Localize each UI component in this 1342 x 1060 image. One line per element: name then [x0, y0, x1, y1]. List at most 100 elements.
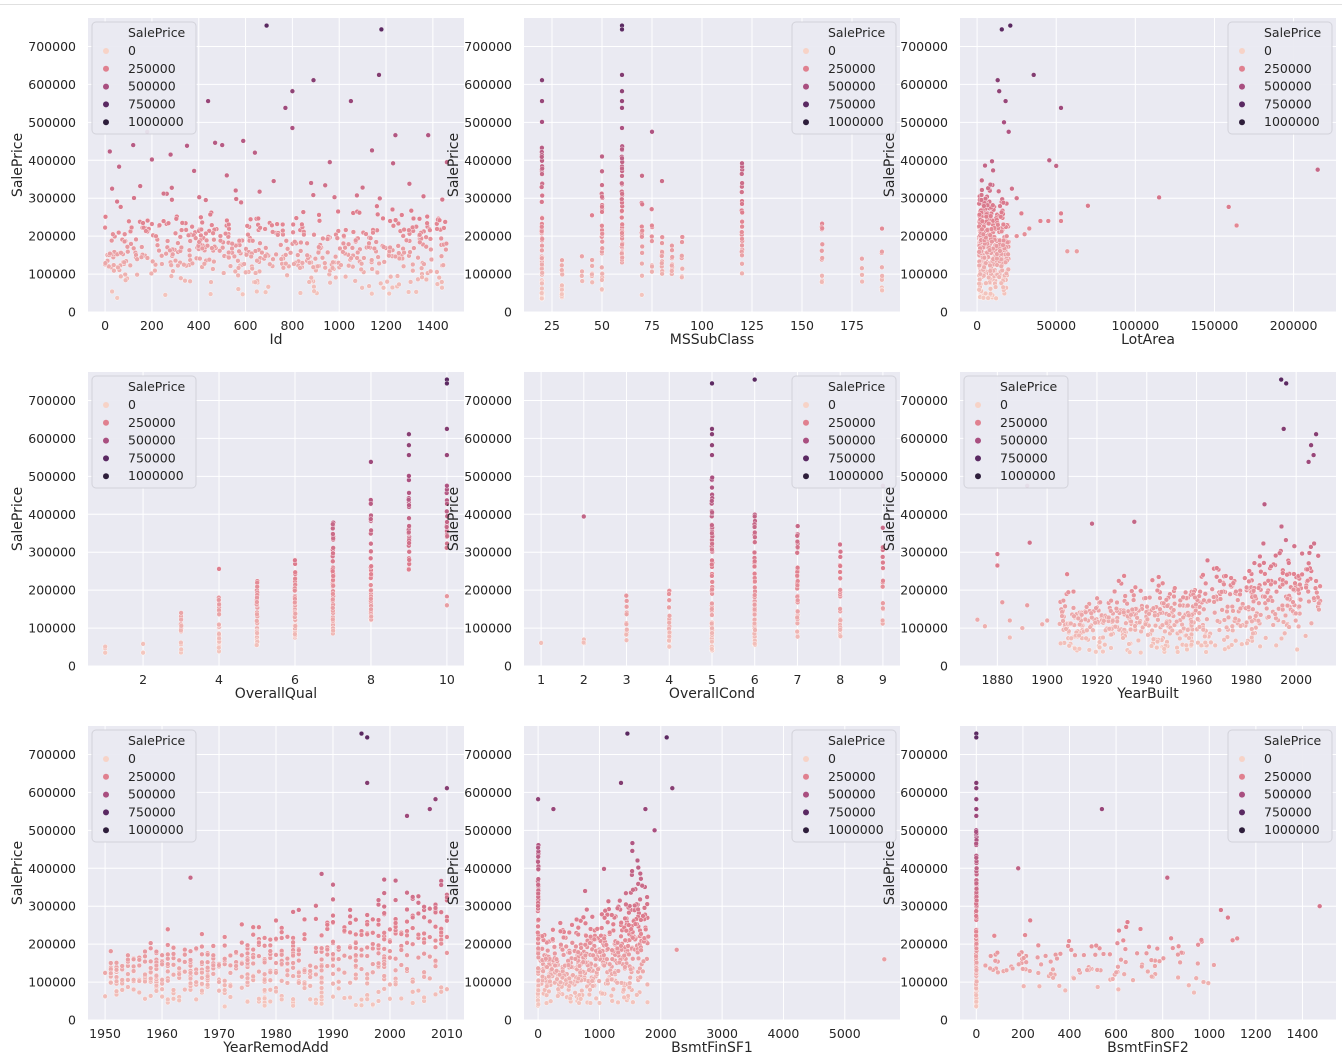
scatter-point: [216, 962, 222, 968]
y-tick-label: 100000: [464, 267, 512, 282]
scatter-point: [293, 215, 299, 221]
scatter-point: [121, 259, 127, 265]
x-tick-label: 125: [740, 318, 764, 333]
scatter-point: [578, 996, 584, 1002]
scatter-point: [177, 234, 183, 240]
scatter-point: [148, 270, 155, 277]
scatter-point: [859, 265, 865, 271]
legend-marker: [1239, 809, 1245, 816]
scatter-point: [307, 968, 313, 974]
scatter-point: [187, 278, 193, 284]
scatter-point: [330, 919, 336, 925]
scatter-point: [1121, 609, 1127, 615]
scatter-point: [444, 533, 450, 539]
scatter-point: [993, 243, 1000, 249]
legend-entry: 500000: [1264, 787, 1312, 802]
scatter-point: [273, 960, 279, 966]
scatter-point: [122, 271, 128, 278]
scatter-point: [395, 220, 402, 227]
scatter-point: [364, 975, 370, 982]
x-tick-label: 3000: [706, 1026, 738, 1041]
scatter-point: [438, 941, 444, 947]
scatter-point: [1225, 914, 1231, 921]
scatter-point: [330, 558, 336, 564]
scatter-point: [324, 946, 330, 953]
legend-marker: [103, 455, 109, 462]
scatter-point: [584, 906, 590, 913]
scatter-point: [1177, 959, 1183, 966]
scatter-point: [187, 948, 194, 954]
scatter-point: [569, 940, 575, 946]
points-layer: [102, 23, 450, 301]
scatter-point: [557, 979, 564, 985]
scatter-point: [709, 630, 715, 636]
scatter-point: [327, 280, 333, 286]
points-layer: [538, 377, 886, 654]
scatter-point: [358, 730, 365, 737]
scatter-point: [1057, 640, 1064, 647]
scatter-point: [364, 734, 370, 741]
scatter-point: [566, 929, 572, 936]
scatter-point: [370, 916, 376, 923]
scatter-point: [256, 953, 262, 959]
scatter-point: [165, 926, 171, 932]
scatter-point: [580, 914, 587, 920]
scatter-point: [879, 249, 885, 255]
legend-entry: 500000: [128, 79, 176, 94]
scatter-point: [153, 233, 159, 239]
scatter-point: [283, 238, 289, 244]
scatter-point: [638, 917, 644, 923]
scatter-point: [291, 261, 297, 267]
scatter-point: [1113, 969, 1119, 976]
scatter-point: [170, 972, 177, 978]
legend-entry: 250000: [1264, 61, 1312, 76]
scatter-point: [172, 230, 179, 236]
scatter-point: [1230, 608, 1236, 614]
scatter-point: [709, 561, 715, 568]
scatter-point: [669, 785, 675, 791]
scatter-point: [347, 944, 353, 951]
scatter-point: [1278, 377, 1284, 383]
scatter-point: [134, 256, 140, 262]
scatter-point: [170, 945, 177, 951]
scatter-point: [1048, 971, 1054, 977]
scatter-point: [208, 279, 214, 285]
scatter-point: [976, 281, 982, 287]
scatter-point: [118, 250, 124, 256]
scatter-point: [560, 934, 567, 941]
scatter-point: [739, 180, 745, 186]
scatter-point: [223, 231, 229, 237]
scatter-point: [1122, 593, 1128, 599]
scatter-point: [1045, 218, 1051, 224]
scatter-point: [400, 233, 406, 239]
y-tick-label: 400000: [464, 153, 512, 168]
scatter-point: [193, 970, 199, 976]
chart-panel-overallcond: 0100000200000300000400000500000600000700…: [446, 372, 900, 702]
scatter-point: [1157, 606, 1163, 612]
legend-title: SalePrice: [828, 25, 886, 40]
scatter-point: [444, 513, 450, 519]
scatter-point: [161, 191, 167, 197]
scatter-point: [609, 912, 615, 918]
scatter-point: [423, 244, 429, 250]
scatter-point: [987, 965, 993, 972]
scatter-point: [1121, 971, 1127, 977]
scatter-point: [666, 644, 672, 650]
scatter-point: [1014, 195, 1020, 201]
chart-panel-yearbuilt: 0100000200000300000400000500000600000700…: [882, 372, 1336, 702]
scatter-point: [292, 239, 298, 245]
scatter-point: [109, 288, 115, 295]
scatter-point: [102, 993, 108, 999]
scatter-point: [579, 987, 585, 994]
scatter-point: [325, 249, 331, 256]
scatter-point: [406, 540, 412, 546]
scatter-point: [381, 961, 387, 967]
scatter-point: [618, 920, 624, 926]
scatter-point: [330, 583, 336, 589]
scatter-point: [250, 954, 256, 960]
points-layer: [974, 377, 1323, 656]
x-axis-label: YearBuilt: [1116, 686, 1179, 702]
scatter-point: [995, 222, 1001, 228]
scatter-point: [973, 897, 980, 904]
scatter-point: [1211, 962, 1217, 968]
